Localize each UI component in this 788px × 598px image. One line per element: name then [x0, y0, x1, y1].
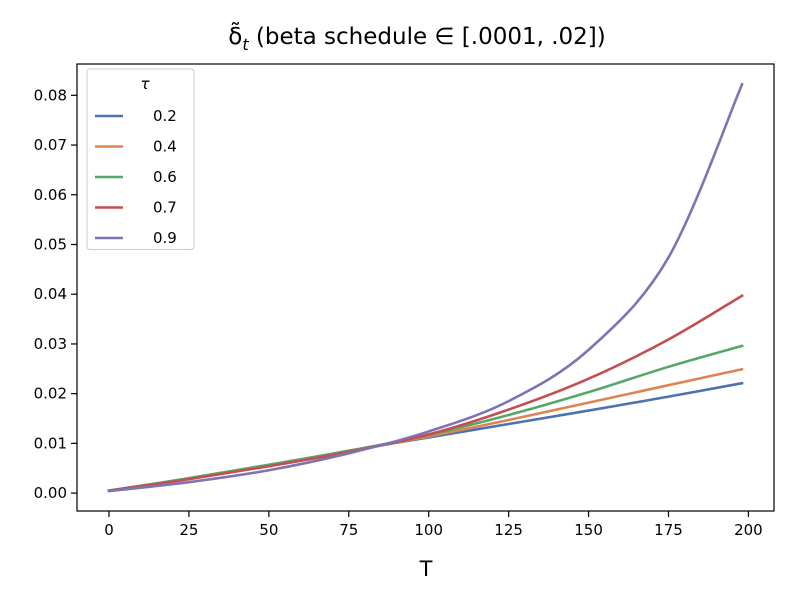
legend-label-0: 0.2	[153, 107, 177, 125]
series-layer	[107, 82, 744, 493]
x-tick-label-8: 200	[734, 521, 763, 539]
legend-label-2: 0.6	[153, 168, 177, 186]
axes-frame	[76, 63, 775, 512]
x-axis-label: T	[419, 557, 433, 581]
legend-label-3: 0.7	[153, 199, 177, 217]
legend: τ0.2 0.4 0.6 0.7 0.9	[86, 68, 195, 250]
y-tick-label-6: 0.06	[34, 186, 67, 204]
chart-title: δ̃t (beta schedule ∈ [.0001, .02])	[228, 21, 606, 54]
chart-title-sub: t	[242, 35, 249, 54]
y-tick-label-5: 0.05	[34, 235, 67, 253]
x-tick-label-2: 50	[259, 521, 278, 539]
y-tick-label-0: 0.00	[34, 484, 67, 502]
y-tick-label-2: 0.02	[34, 385, 67, 403]
series-line-4	[107, 82, 744, 493]
y-tick-label-1: 0.01	[34, 434, 67, 452]
chart-title-suffix: (beta schedule ∈ [.0001, .02])	[249, 24, 606, 50]
legend-label-4: 0.9	[153, 229, 177, 247]
x-tick-label-0: 0	[104, 521, 114, 539]
x-tick-label-4: 100	[414, 521, 443, 539]
y-tick-label-3: 0.03	[34, 335, 67, 353]
chart-title-prefix: δ̃	[228, 21, 242, 50]
x-tick-label-7: 175	[654, 521, 683, 539]
x-tick-label-3: 75	[339, 521, 358, 539]
x-tick-label-6: 150	[574, 521, 603, 539]
y-tick-label-4: 0.04	[34, 285, 67, 303]
x-tick-label-1: 25	[179, 521, 198, 539]
x-tick-label-5: 125	[494, 521, 523, 539]
legend-box	[86, 68, 195, 250]
y-tick-label-7: 0.07	[34, 136, 67, 154]
legend-title: τ	[140, 75, 150, 93]
series-line-3	[107, 293, 744, 493]
axes-layer: 0 25 50 75 100 125 150 175 200 0.00 0.01 0.02 0.03 0.…	[34, 63, 775, 539]
y-tick-label-8: 0.08	[34, 86, 67, 104]
legend-label-1: 0.4	[153, 138, 177, 156]
